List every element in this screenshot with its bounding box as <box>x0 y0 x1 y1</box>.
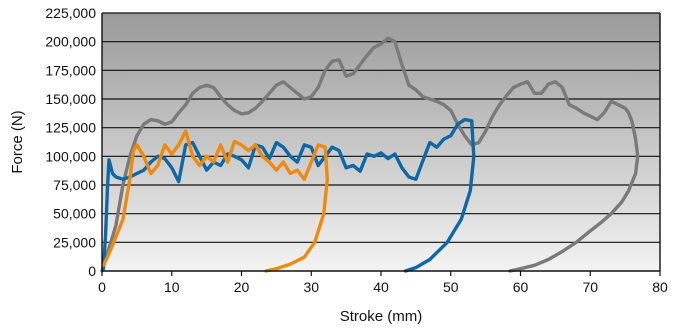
y-tick-label: 50,000 <box>53 206 96 222</box>
y-tick-label: 175,000 <box>45 62 96 78</box>
x-tick-label: 80 <box>652 279 668 295</box>
series-line-2 <box>101 129 329 273</box>
series-layer <box>100 36 640 273</box>
x-axis-ticks: 0 10 20 30 40 50 60 70 80 <box>98 271 668 295</box>
plot-area <box>102 13 660 271</box>
gridlines <box>102 12 660 243</box>
x-tick-label: 10 <box>164 279 180 295</box>
series-line-0 <box>100 36 640 273</box>
y-axis-title: Force (N) <box>9 110 26 173</box>
x-tick-label: 30 <box>303 279 319 295</box>
y-tick-label: 100,000 <box>45 148 96 164</box>
y-tick-label: 150,000 <box>45 91 96 107</box>
x-tick-label: 40 <box>373 279 389 295</box>
x-tick-label: 70 <box>582 279 598 295</box>
x-tick-label: 20 <box>234 279 250 295</box>
y-tick-label: 200,000 <box>45 34 96 50</box>
y-axis-ticks: 0 25,000 50,000 75,000 100,000 125,000 150,000… <box>45 5 96 279</box>
y-tick-label: 25,000 <box>53 234 96 250</box>
x-tick-label: 0 <box>98 279 106 295</box>
y-tick-label: 0 <box>88 263 96 279</box>
x-tick-label: 50 <box>443 279 459 295</box>
plot-background <box>102 13 660 271</box>
x-tick-label: 60 <box>513 279 529 295</box>
y-tick-label: 125,000 <box>45 120 96 136</box>
x-axis-title: Stroke (mm) <box>340 308 423 325</box>
series-line-1 <box>101 117 476 273</box>
y-tick-label: 75,000 <box>53 177 96 193</box>
y-tick-label: 225,000 <box>45 5 96 21</box>
